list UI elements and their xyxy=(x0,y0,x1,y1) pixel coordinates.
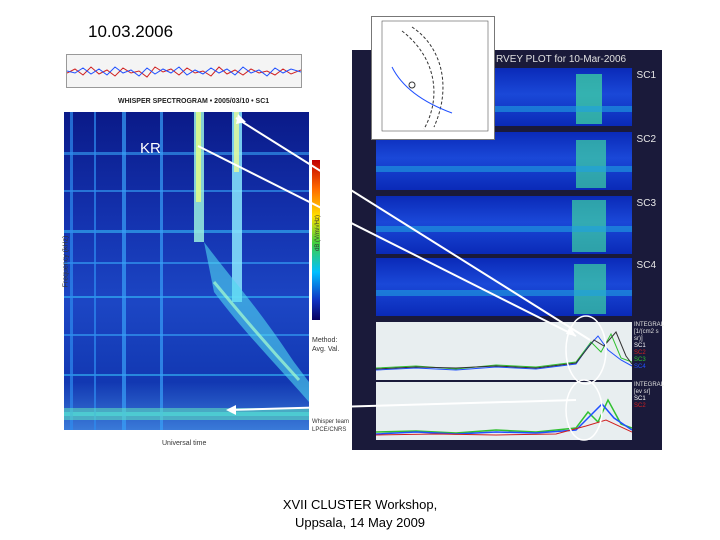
integral-1-legend: INTEGRAL [1/(cm2 s sr)] SC1 SC2 SC3 SC4 xyxy=(634,322,664,371)
burst-arrowhead xyxy=(236,114,246,124)
slide-date: 10.03.2006 xyxy=(88,22,174,41)
integral-2-sc2: SC2 xyxy=(634,403,646,409)
integral-2-sc1: SC1 xyxy=(634,396,646,402)
integral-1-sc1: SC1 xyxy=(634,343,646,349)
sc4-label: SC4 xyxy=(636,260,656,271)
spectrogram-title: WHISPER SPECTROGRAM • 2005/03/10 • SC1 xyxy=(118,98,270,105)
low-arrow-line xyxy=(227,399,577,411)
kr-label: KR xyxy=(140,140,161,157)
method-value: Avg. Val. xyxy=(312,346,340,353)
highlight-overlay xyxy=(565,315,607,441)
sc3-strip xyxy=(376,196,632,254)
kr-arrowhead xyxy=(566,326,576,336)
team-sub: LPCE/CNRS xyxy=(312,427,347,433)
sc2-label-box: SC2 xyxy=(636,132,662,190)
integral-1-traces xyxy=(375,331,633,371)
survey-title: RVEY PLOT for 10-Mar-2006 xyxy=(496,54,627,65)
sc1-label-box: SC1 xyxy=(636,68,662,126)
sc3-label: SC3 xyxy=(636,198,656,209)
footer-line-1: XVII CLUSTER Workshop, xyxy=(282,497,438,512)
spectrogram-features xyxy=(64,112,309,430)
sc1-label: SC1 xyxy=(636,70,656,81)
integral-1-sc4: SC4 xyxy=(634,364,646,370)
highlight-ellipse-2 xyxy=(565,379,603,441)
sc2-label: SC2 xyxy=(636,134,656,145)
integral-2-unit: [ev sr] xyxy=(634,389,651,395)
integral-1-sc2: SC2 xyxy=(634,350,646,356)
integral-2-legend: INTEGRAL [ev sr] SC1 SC2 xyxy=(634,382,664,410)
spectrogram-colorbar xyxy=(312,160,320,320)
team-label: Whisper team LPCE/CNRS xyxy=(312,418,349,434)
footer-line-2: Uppsala, 14 May 2009 xyxy=(294,515,426,530)
orbit-inset xyxy=(371,16,495,140)
burst-arrow-line xyxy=(235,117,591,341)
spectrogram-image xyxy=(64,112,309,430)
sc3-label-box: SC3 xyxy=(636,196,662,254)
integral-2-title: INTEGRAL xyxy=(634,382,665,388)
integral-1-unit: [1/(cm2 s sr)] xyxy=(634,329,659,342)
method-label: Method: Avg. Val. xyxy=(312,336,339,354)
team-name: Whisper team xyxy=(312,419,350,425)
integral-1-title: INTEGRAL xyxy=(634,322,665,328)
integral-panel-2 xyxy=(375,382,633,440)
spectrogram-x-label: Universal time xyxy=(162,440,207,447)
integral-1-sc3: SC3 xyxy=(634,357,646,363)
sc2-strip xyxy=(376,132,632,190)
integral-2-traces xyxy=(375,398,633,436)
kr-arrow-line xyxy=(197,145,577,337)
sc4-label-box: SC4 xyxy=(636,258,662,316)
integral-panel-1 xyxy=(375,322,633,380)
orbit-plot xyxy=(381,20,489,132)
method-title: Method: xyxy=(312,337,338,344)
low-arrowhead xyxy=(226,405,236,415)
top-signal-panel xyxy=(66,54,302,88)
highlight-ellipse-1 xyxy=(565,315,607,385)
slide-footer: XVII CLUSTER Workshop, Uppsala, 14 May 2… xyxy=(250,496,470,532)
signal-trace xyxy=(66,66,302,78)
